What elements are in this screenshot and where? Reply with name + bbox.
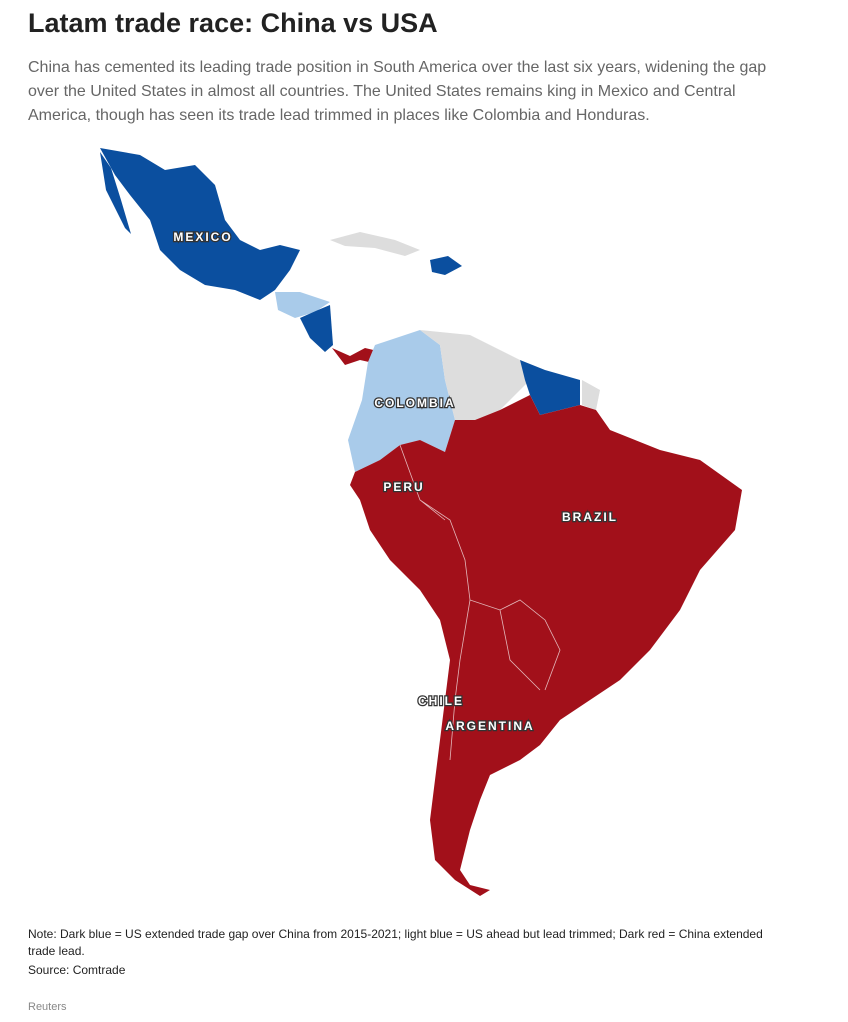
map: MEXICO COLOMBIA PERU BRAZIL CHILE ARGENT… [100,148,742,896]
country-label: BRAZIL [562,510,618,524]
countries [100,148,742,896]
country-label: PERU [383,480,424,494]
mexico [100,148,300,300]
country-label: MEXICO [173,230,232,244]
honduras [275,292,330,318]
french-guiana [582,380,600,410]
note: Note: Dark blue = US extended trade gap … [28,927,763,958]
colombia [348,330,455,472]
borders [399,444,561,761]
country-label: COLOMBIA [374,396,455,410]
south-america-china [350,395,742,896]
guianas [520,360,580,415]
hispaniola [430,256,462,275]
subtitle: China has cemented its leading trade pos… [28,59,767,124]
cuba [330,232,420,256]
country-label: CHILE [418,694,464,708]
credit: Reuters [28,1001,67,1013]
venezuela [420,330,530,420]
source: Source: Comtrade [28,963,126,977]
country-label: ARGENTINA [445,719,534,733]
nicaragua [300,305,333,352]
title: Latam trade race: China vs USA [28,8,438,38]
